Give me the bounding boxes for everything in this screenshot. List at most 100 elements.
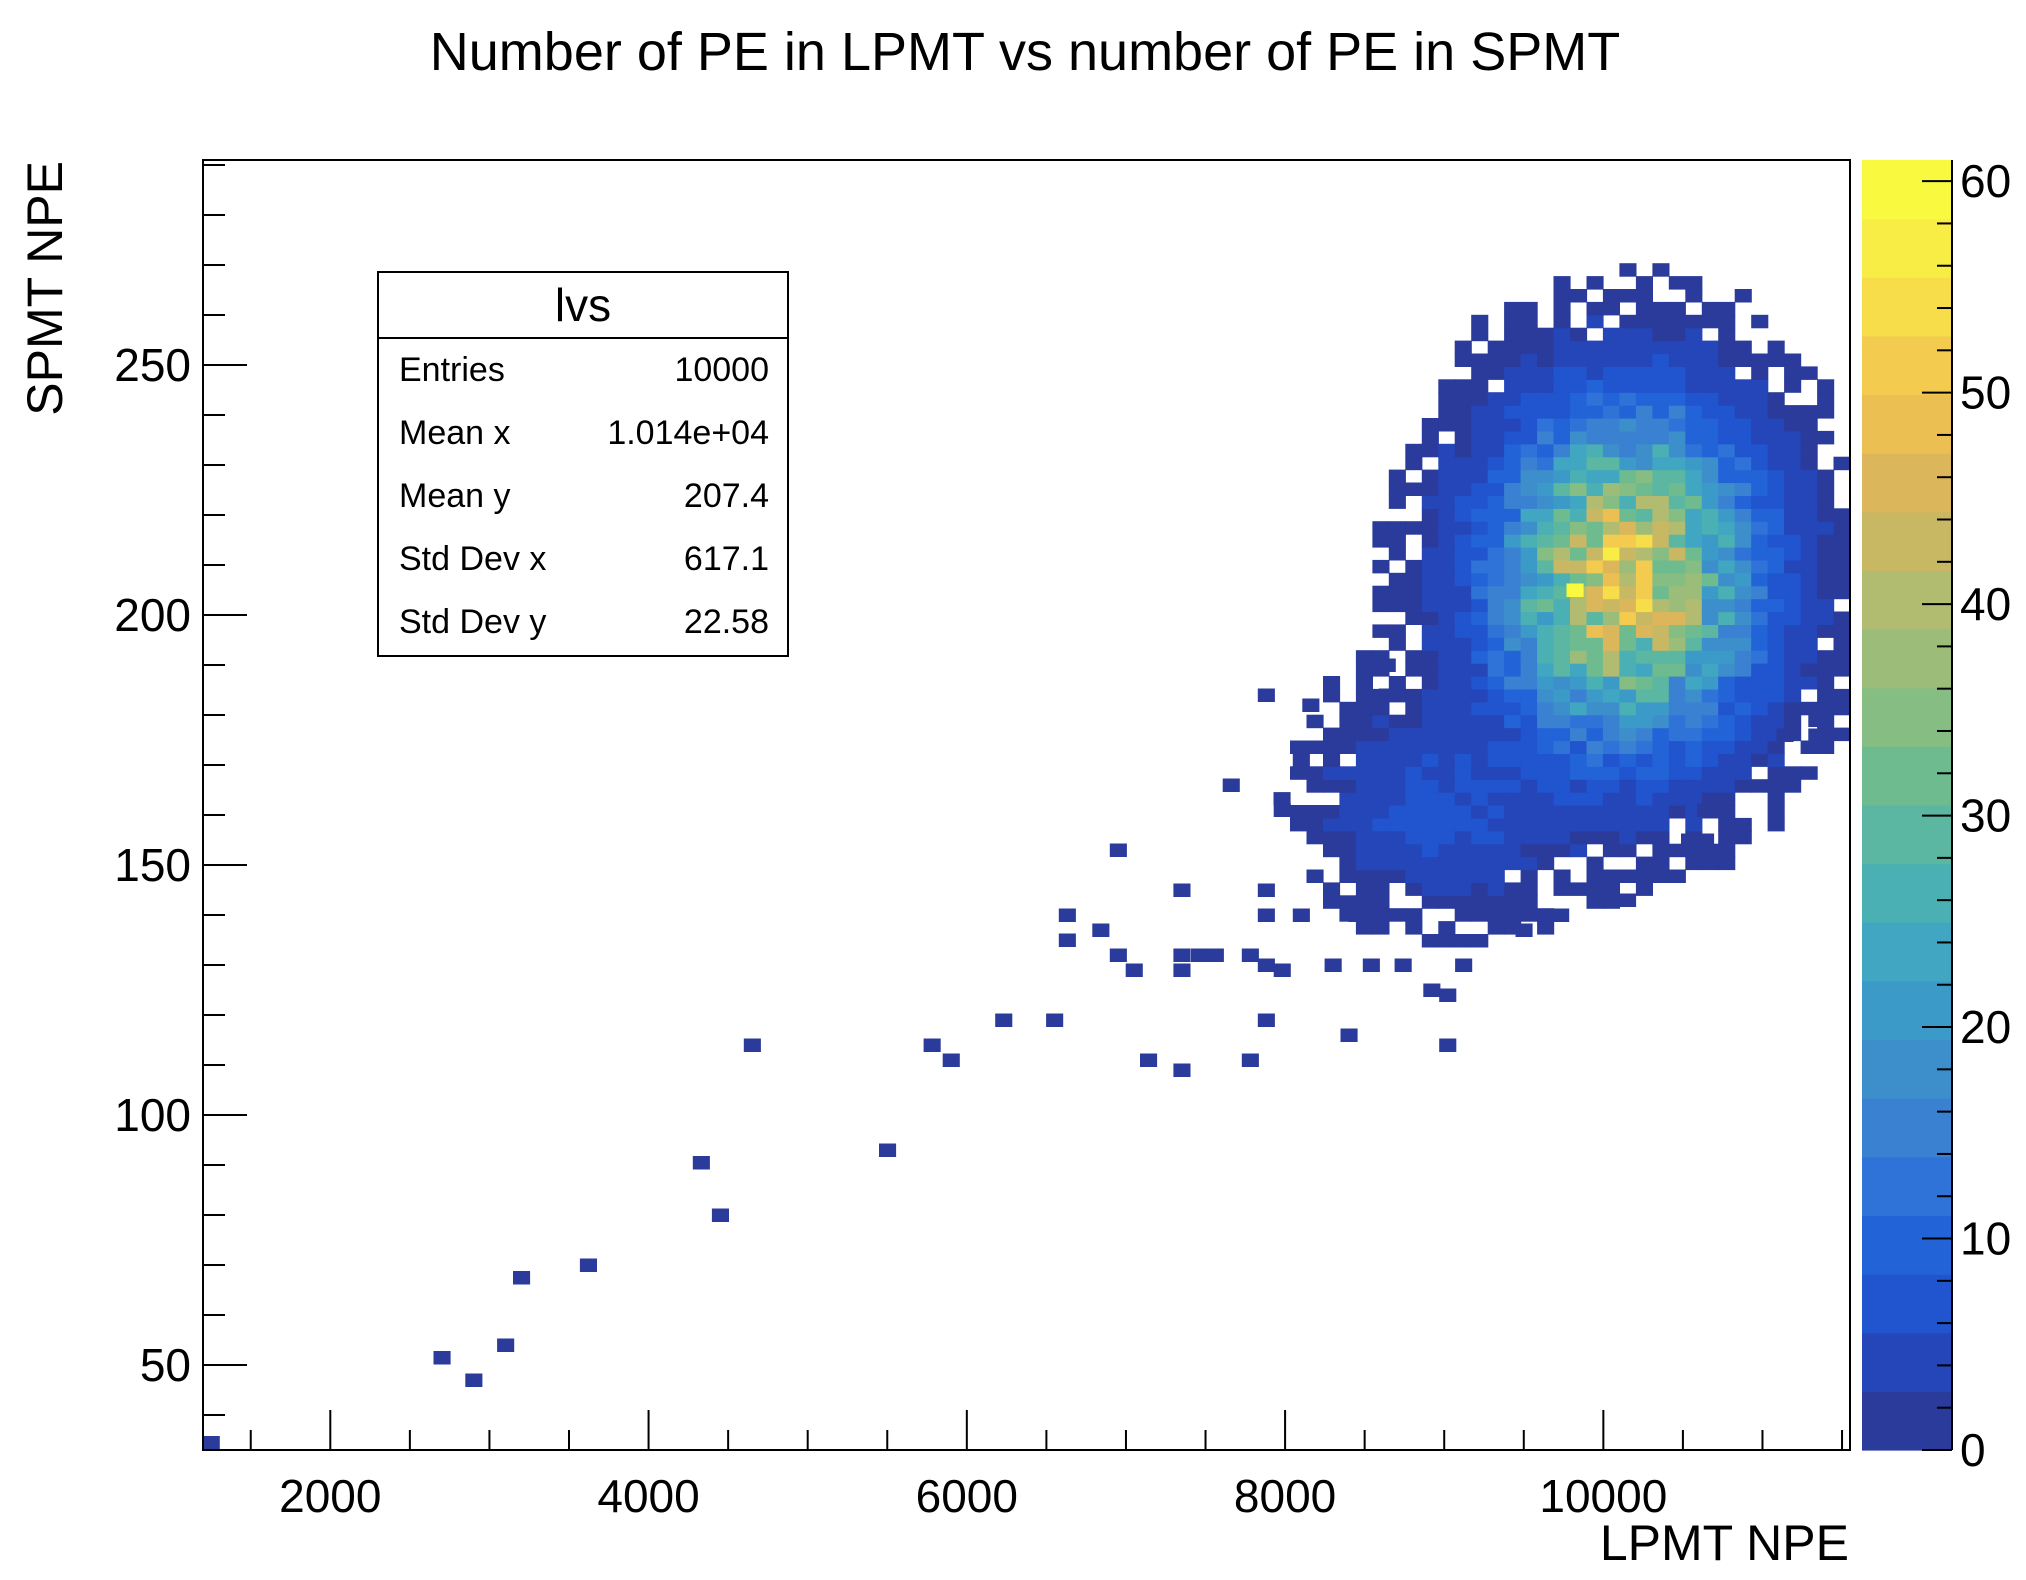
- heatmap-bin: [1520, 353, 1538, 367]
- heatmap-bin: [1718, 830, 1736, 845]
- heatmap-bin: [1487, 740, 1505, 754]
- heatmap-bin: [1800, 495, 1818, 509]
- heatmap-bin: [1784, 418, 1802, 432]
- heatmap-bin: [1355, 805, 1373, 819]
- heatmap-bin: [1668, 469, 1686, 484]
- heatmap-bin: [1734, 340, 1752, 355]
- heatmap-bin: [1438, 727, 1456, 742]
- heatmap-bin: [1751, 482, 1769, 496]
- heatmap-bin: [1767, 624, 1785, 638]
- heatmap-bin: [1784, 547, 1802, 561]
- heatmap-bin: [1652, 469, 1670, 484]
- heatmap-bin: [1685, 482, 1703, 496]
- heatmap-bin: [1751, 456, 1769, 471]
- heatmap-bin: [1487, 611, 1505, 625]
- heatmap-bin: [1438, 572, 1456, 587]
- heatmap-bin: [1553, 882, 1571, 896]
- heatmap-bin: [1586, 379, 1604, 393]
- heatmap-bin: [1372, 727, 1390, 742]
- heatmap-bin: [1800, 405, 1818, 419]
- heatmap-bin: [433, 1351, 451, 1365]
- heatmap-bin: [1405, 753, 1423, 767]
- heatmap-bin: [1537, 482, 1555, 496]
- heatmap-bin: [1635, 598, 1653, 613]
- heatmap-bin: [1553, 869, 1571, 883]
- heatmap-bin: [1504, 430, 1522, 445]
- heatmap-bin: [1537, 508, 1555, 522]
- heatmap-bin: [1471, 779, 1489, 793]
- heatmap-bin: [1421, 521, 1439, 535]
- heatmap-bin: [1421, 443, 1439, 458]
- heatmap-bin: [1734, 534, 1752, 548]
- heatmap-bin: [1504, 379, 1522, 393]
- heatmap-bin: [1454, 727, 1472, 742]
- heatmap-bin: [1438, 766, 1456, 780]
- heatmap-bin: [1421, 753, 1439, 767]
- heatmap-bin: [1635, 482, 1653, 496]
- heatmap-bin: [1537, 353, 1555, 367]
- heatmap-bin: [1685, 469, 1703, 484]
- heatmap-bin: [1652, 611, 1670, 625]
- heatmap-bin: [1537, 456, 1555, 471]
- heatmap-bin: [1306, 779, 1324, 793]
- heatmap-bin: [1586, 482, 1604, 496]
- heatmap-bin: [1438, 482, 1456, 496]
- heatmap-bin: [1454, 611, 1472, 625]
- heatmap-bin: [1734, 714, 1752, 729]
- heatmap-bin: [1471, 353, 1489, 367]
- heatmap-bin: [1290, 805, 1308, 819]
- stats-value: 1.014e+04: [607, 414, 769, 452]
- heatmap-bin: [1586, 727, 1604, 742]
- heatmap-bin: [1701, 856, 1719, 871]
- heatmap-bin: [1734, 637, 1752, 651]
- heatmap-bin: [1257, 688, 1275, 702]
- heatmap-bin: [1372, 534, 1390, 548]
- heatmap-bin: [1438, 817, 1456, 832]
- heatmap-bin: [1515, 883, 1533, 897]
- heatmap-bin: [1537, 817, 1555, 832]
- heatmap-bin: [1586, 456, 1604, 471]
- heatmap-bin: [1471, 934, 1489, 948]
- heatmap-bin: [1652, 456, 1670, 471]
- heatmap-bin: [1685, 856, 1703, 871]
- heatmap-bin: [1685, 430, 1703, 445]
- heatmap-bin: [1833, 663, 1851, 677]
- heatmap-bin: [1718, 727, 1736, 742]
- heatmap-bin: [1487, 856, 1505, 871]
- heatmap-bin: [1652, 521, 1670, 535]
- heatmap-bin: [1388, 572, 1406, 587]
- heatmap-bin: [1570, 598, 1588, 613]
- heatmap-bin: [1586, 624, 1604, 638]
- heatmap-bin: [1635, 430, 1653, 445]
- heatmap-bin: [1751, 379, 1769, 393]
- heatmap-bin: [1570, 482, 1588, 496]
- heatmap-bin: [1372, 895, 1390, 909]
- heatmap-bin: [1421, 572, 1439, 587]
- heatmap-bin: [1751, 753, 1769, 767]
- heatmap-bin: [1570, 817, 1588, 832]
- heatmap-bin: [1438, 598, 1456, 613]
- heatmap-bin: [1619, 585, 1637, 600]
- heatmap-bin: [1487, 869, 1505, 883]
- heatmap-bin: [1471, 676, 1489, 690]
- heatmap-bin: [1421, 830, 1439, 845]
- heatmap-bin: [1471, 856, 1489, 871]
- heatmap-bin: [1817, 508, 1835, 522]
- heatmap-bin: [1635, 688, 1653, 703]
- heatmap-bin: [1668, 405, 1686, 419]
- heatmap-bin: [1454, 714, 1472, 729]
- heatmap-bin: [1520, 766, 1538, 780]
- heatmap-bin: [1487, 405, 1505, 419]
- heatmap-bin: [1668, 792, 1686, 806]
- heatmap-bin: [1668, 547, 1686, 561]
- heatmap-bin: [1718, 598, 1736, 613]
- heatmap-bin: [1751, 701, 1769, 716]
- heatmap-bin: [1520, 495, 1538, 509]
- heatmap-bin: [1701, 611, 1719, 625]
- heatmap-bin: [1619, 508, 1637, 522]
- heatmap-bin: [1751, 392, 1769, 406]
- heatmap-bin: [1454, 805, 1472, 819]
- heatmap-bin: [1421, 856, 1439, 871]
- heatmap-bin: [1652, 418, 1670, 432]
- heatmap-bin: [1718, 508, 1736, 522]
